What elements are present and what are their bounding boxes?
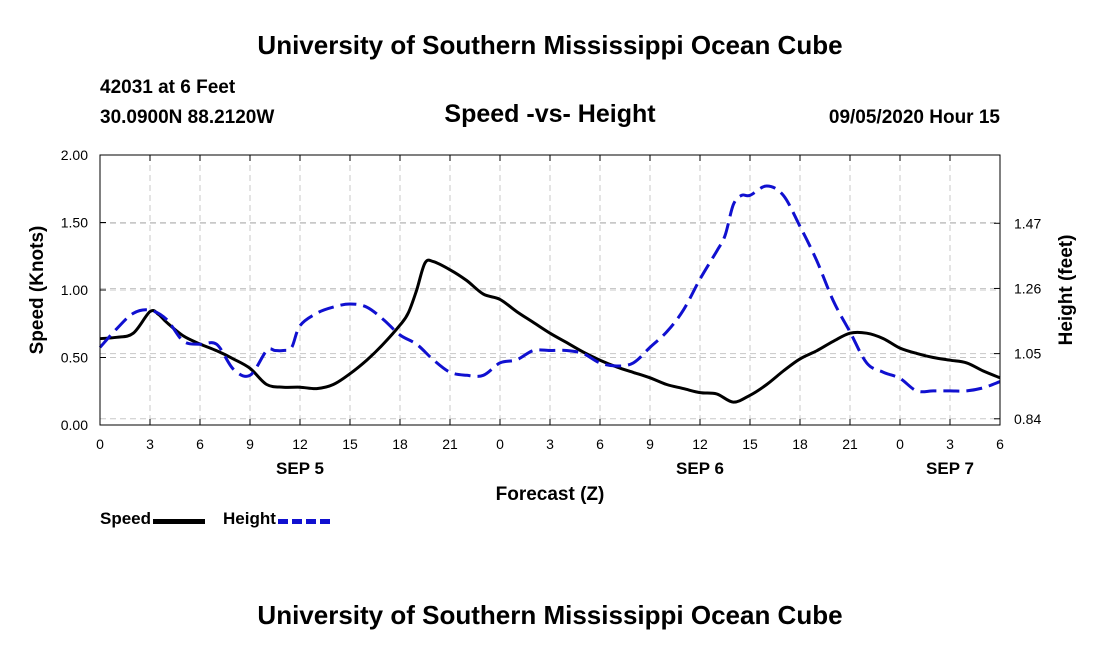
x-tick-label: 6 <box>996 436 1004 452</box>
datetime-label: 09/05/2020 Hour 15 <box>828 107 1000 128</box>
x-tick-label: 6 <box>196 436 204 452</box>
x-tick-label: 3 <box>146 436 154 452</box>
series-line-height <box>98 184 1001 394</box>
x-tick-label: 12 <box>692 436 708 452</box>
x-tick-label: 18 <box>792 436 808 452</box>
x-tick-label: 21 <box>442 436 458 452</box>
day-label: SEP 5 <box>276 459 324 478</box>
y-tick-label: 0.00 <box>61 417 88 433</box>
x-tick-label: 18 <box>392 436 408 452</box>
y2-tick-label: 1.26 <box>1014 280 1041 296</box>
x-tick-label: 3 <box>946 436 954 452</box>
x-tick-label: 0 <box>496 436 504 452</box>
page-title: University of Southern Mississippi Ocean… <box>257 30 843 60</box>
y-tick-label: 0.50 <box>61 350 88 366</box>
series-line-speed <box>99 258 1001 404</box>
coordinates-label: 30.0900N 88.2120W <box>100 107 275 128</box>
y-axis-label: Speed (Knots) <box>27 226 48 355</box>
legend: Speed Height <box>100 509 330 529</box>
x-tick-label: 15 <box>342 436 358 452</box>
x-tick-label: 3 <box>546 436 554 452</box>
y-tick-label: 2.00 <box>61 147 88 163</box>
x-tick-label: 9 <box>246 436 254 452</box>
day-label: SEP 7 <box>926 459 974 478</box>
legend-speed-label: Speed <box>100 509 152 528</box>
series-layer <box>98 184 1001 404</box>
grid-layer <box>100 155 1000 425</box>
x-tick-label: 0 <box>896 436 904 452</box>
x-tick-label: 12 <box>292 436 308 452</box>
y-tick-label: 1.00 <box>61 282 88 298</box>
y2-tick-label: 0.84 <box>1014 411 1041 427</box>
y2-axis-label: Height (feet) <box>1056 235 1077 346</box>
chart-subtitle: Speed -vs- Height <box>444 100 656 128</box>
x-tick-label: 6 <box>596 436 604 452</box>
footer-title: University of Southern Mississippi Ocean… <box>257 600 843 630</box>
x-axis-label: Forecast (Z) <box>496 484 605 505</box>
station-label: 42031 at 6 Feet <box>100 77 236 98</box>
x-tick-label: 15 <box>742 436 758 452</box>
y-tick-label: 1.50 <box>61 215 88 231</box>
x-tick-label: 0 <box>96 436 104 452</box>
day-label: SEP 6 <box>676 459 724 478</box>
y2-tick-label: 1.05 <box>1014 346 1041 362</box>
legend-speed-swatch <box>153 518 206 524</box>
x-tick-label: 9 <box>646 436 654 452</box>
legend-height-swatch <box>277 518 330 524</box>
y2-tick-label: 1.47 <box>1014 215 1041 231</box>
legend-height-label: Height <box>223 509 276 528</box>
x-tick-label: 21 <box>842 436 858 452</box>
axes-layer: 0 3 6 9 12 15 18 21 0 3 6 9 12 15 18 21 0 3 6 0.00 0.50 1.00 1… <box>61 147 1042 478</box>
